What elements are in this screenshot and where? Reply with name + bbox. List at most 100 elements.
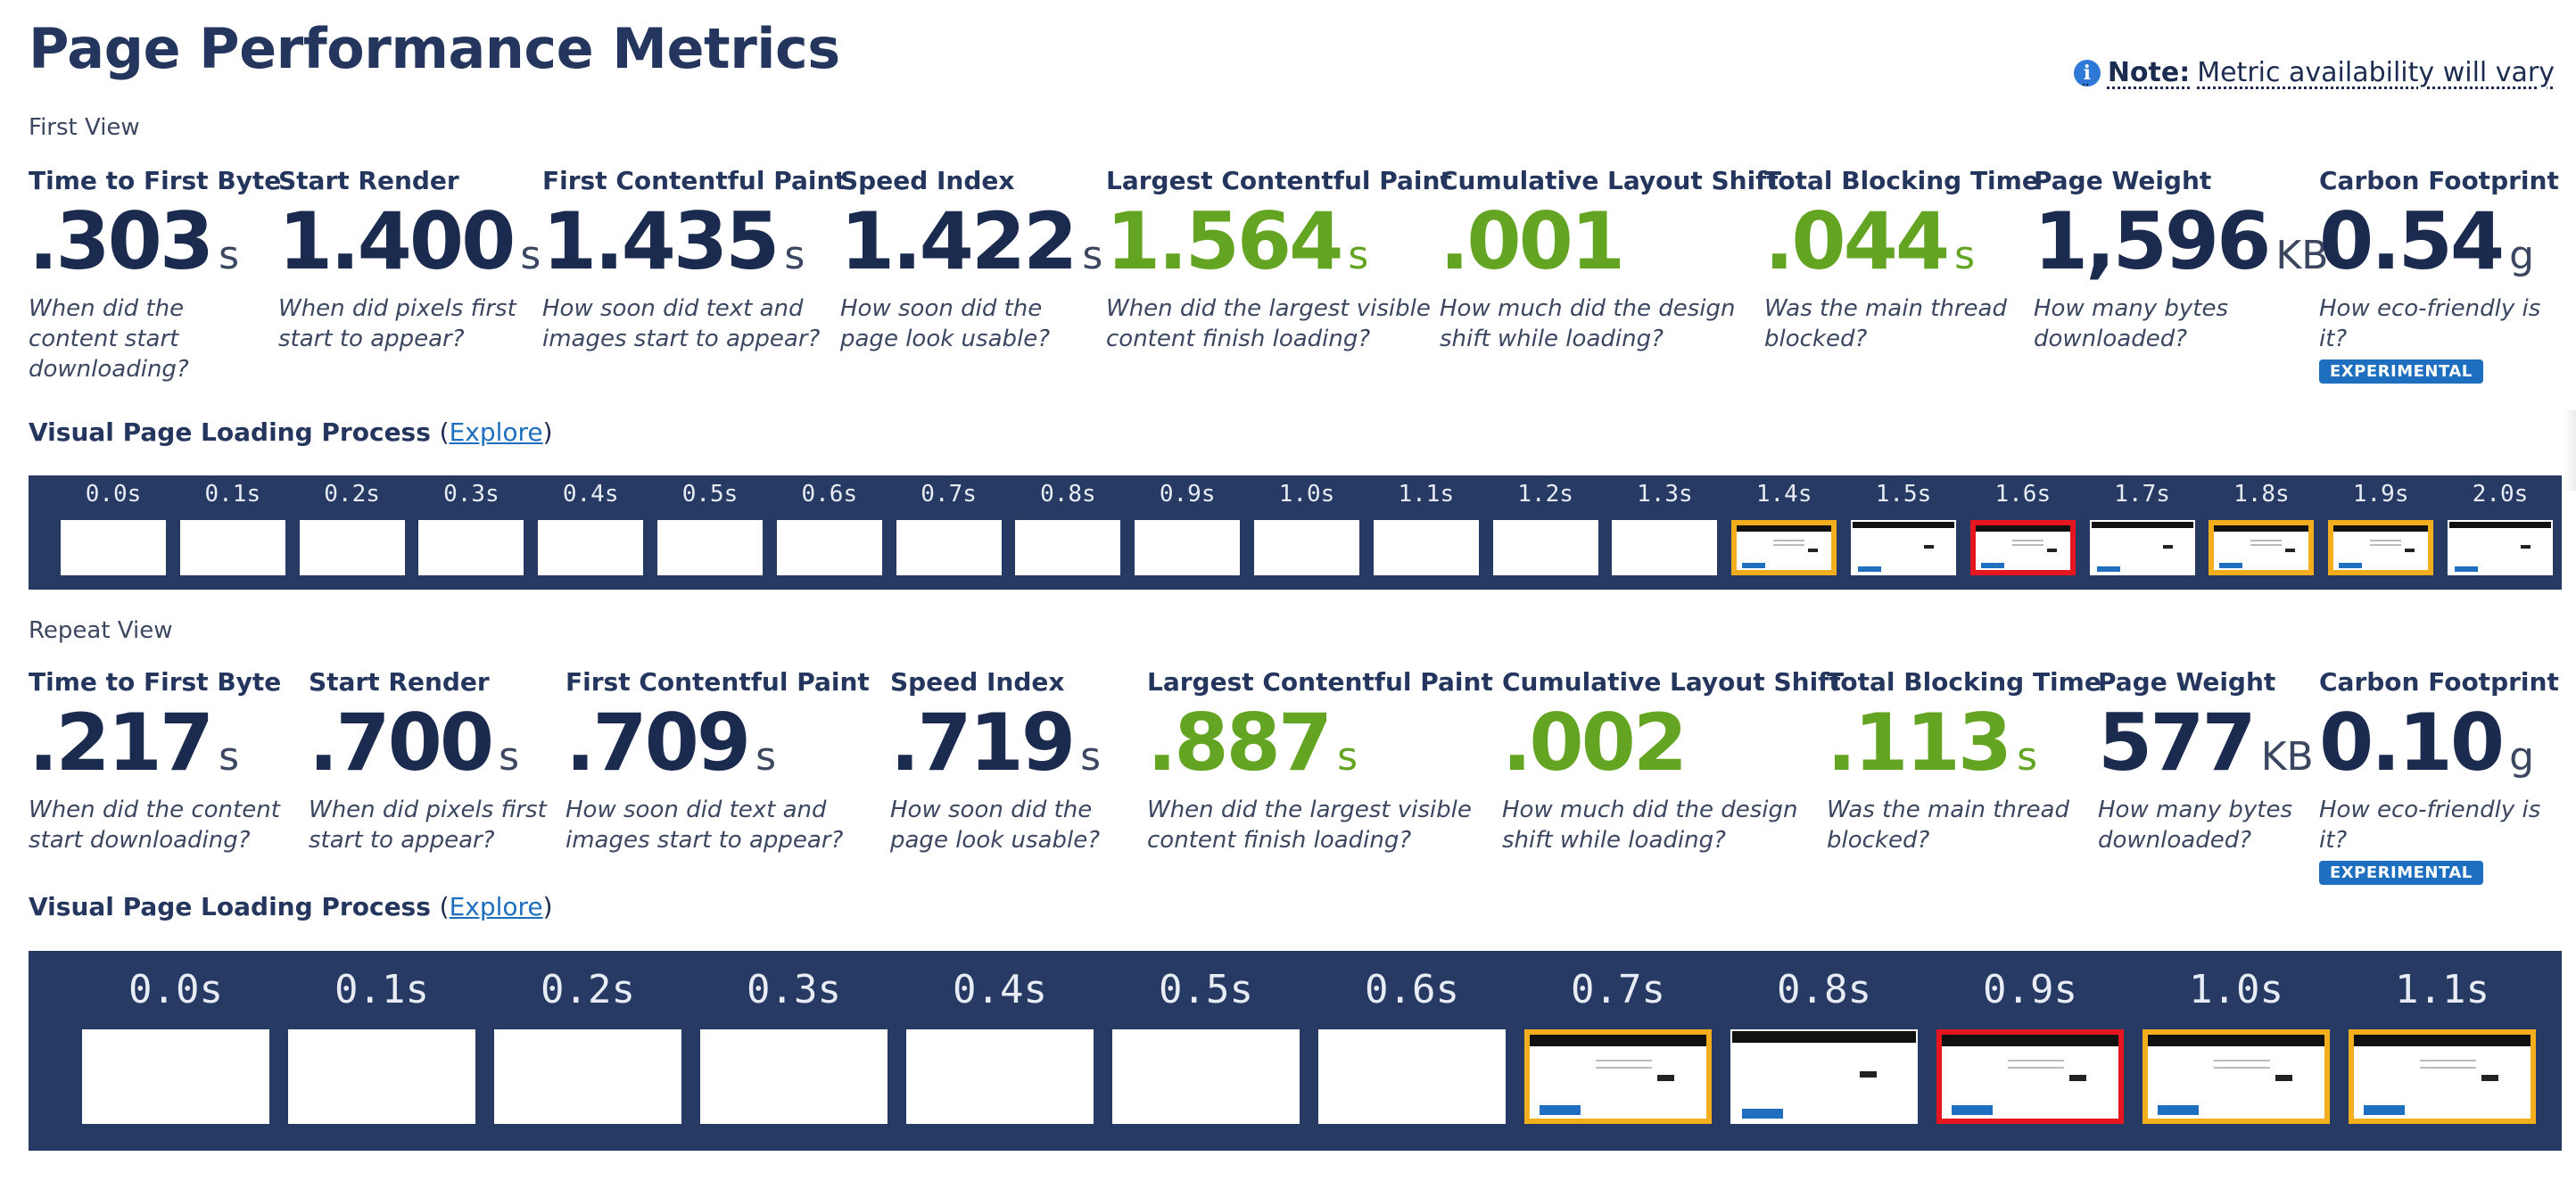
frame-thumbnail[interactable] (82, 1029, 269, 1124)
filmstrip-frame[interactable]: 1.5s (1851, 475, 1956, 590)
thumb-header (2148, 1035, 2324, 1046)
frame-thumbnail[interactable] (1612, 520, 1718, 575)
filmstrip-frame[interactable]: 0.0s (82, 951, 269, 1151)
thumb-text-line (1773, 540, 1805, 541)
frame-thumbnail[interactable] (61, 520, 166, 575)
frame-thumbnail[interactable] (700, 1029, 888, 1124)
filmstrip-frame[interactable]: 0.8s (1015, 475, 1121, 590)
frame-thumbnail[interactable] (2089, 520, 2195, 575)
frame-thumbnail[interactable] (494, 1029, 681, 1124)
frame-thumbnail[interactable] (1730, 1029, 1918, 1124)
filmstrip-frame[interactable]: 1.1s (1373, 475, 1479, 590)
frame-thumbnail[interactable] (1015, 520, 1121, 575)
metric-description: Was the main thread blocked? (1827, 795, 2101, 855)
filmstrip-frame[interactable]: 0.5s (657, 475, 763, 590)
frame-thumbnail[interactable] (1969, 520, 2076, 575)
filmstrip-frame[interactable]: 0.6s (1318, 951, 1506, 1151)
filmstrip-frame[interactable]: 0.3s (700, 951, 888, 1151)
frame-thumbnail[interactable] (2349, 1029, 2536, 1124)
frame-thumbnail[interactable] (1524, 1029, 1712, 1124)
frame-thumbnail[interactable] (288, 1029, 475, 1124)
filmstrip-frame[interactable]: 0.9s (1135, 475, 1241, 590)
thumb-header (1737, 525, 1832, 532)
frame-thumbnail[interactable] (1135, 520, 1241, 575)
explore-link[interactable]: Explore (449, 892, 543, 921)
frame-thumbnail[interactable] (776, 520, 882, 575)
filmstrip-frame[interactable]: 1.4s (1731, 475, 1837, 590)
frame-thumbnail[interactable] (1851, 520, 1956, 575)
metric-page-weight: Page Weight 1,596 KB How many bytes download… (2034, 166, 2328, 354)
metric-unit: KB (2275, 233, 2329, 278)
metric-title: First Contentful Paint (542, 166, 846, 195)
frame-thumbnail[interactable] (179, 520, 285, 575)
thumb-button (2521, 545, 2531, 549)
metric-description-line: page look usable? (890, 827, 1101, 854)
frame-thumbnail[interactable] (299, 520, 405, 575)
frame-thumbnail[interactable] (1373, 520, 1479, 575)
filmstrip-frame[interactable]: 1.7s (2089, 475, 2195, 590)
filmstrip-frame[interactable]: 1.1s (2349, 951, 2536, 1151)
metric-first-contentful-paint: First Contentful Paint 1.435 s How soon did… (542, 166, 846, 354)
filmstrip-frame[interactable]: 0.9s (1936, 951, 2124, 1151)
thumb-text-line (1773, 544, 1805, 546)
filmstrip-frame[interactable]: 1.6s (1969, 475, 2076, 590)
filmstrip-frame[interactable]: 0.7s (1524, 951, 1712, 1151)
filmstrip-frame[interactable]: 0.6s (776, 475, 882, 590)
frame-thumbnail[interactable] (1112, 1029, 1300, 1124)
explore-link[interactable]: Explore (449, 417, 543, 447)
metric-description-line: How soon did text and (542, 295, 804, 322)
frame-time: 0.3s (443, 481, 500, 508)
thumb-footer-button (1540, 1105, 1581, 1115)
filmstrip-frame[interactable]: 1.0s (1254, 475, 1359, 590)
filmstrip-frame[interactable]: 1.0s (2143, 951, 2330, 1151)
frame-thumbnail[interactable] (2448, 520, 2553, 575)
filmstrip-frame[interactable]: 2.0s (2448, 475, 2553, 590)
filmstrip-frame[interactable]: 0.4s (906, 951, 1094, 1151)
frame-time: 1.0s (2189, 967, 2283, 1012)
first-view-filmstrip[interactable]: 0.0s 0.1s 0.2s 0.3s 0.4s 0.5s 0.6s 0.7s 0.8s 0.9s… (29, 475, 2562, 590)
metric-title: Total Blocking Time (1827, 667, 2101, 697)
filmstrip-frame[interactable]: 0.2s (299, 475, 405, 590)
frame-thumbnail[interactable] (906, 1029, 1094, 1124)
filmstrip-frame[interactable]: 1.9s (2328, 475, 2434, 590)
frame-time: 0.1s (204, 481, 261, 508)
metric-value: 0.10 g (2319, 698, 2562, 782)
frame-thumbnail[interactable] (2328, 520, 2434, 575)
frame-thumbnail[interactable] (538, 520, 644, 575)
frame-thumbnail[interactable] (1731, 520, 1837, 575)
metric-description-line: When did the largest visible (1147, 797, 1472, 823)
metric-unit: s (219, 233, 240, 278)
frame-thumbnail[interactable] (896, 520, 1002, 575)
repeat-view-filmstrip[interactable]: 0.0s 0.1s 0.2s 0.3s 0.4s 0.5s 0.6s 0.7s 0.8s 0.9s… (29, 951, 2562, 1151)
metric-description-line: How many bytes (2098, 797, 2293, 823)
filmstrip-frame[interactable]: 1.2s (1492, 475, 1598, 590)
filmstrip-frame[interactable]: 1.3s (1612, 475, 1718, 590)
frame-thumbnail[interactable] (1492, 520, 1598, 575)
frame-thumbnail[interactable] (2209, 520, 2315, 575)
filmstrip-frame[interactable]: 0.7s (896, 475, 1002, 590)
frame-thumbnail[interactable] (1936, 1029, 2124, 1124)
filmstrip-frame[interactable]: 0.0s (61, 475, 166, 590)
metric-description: How soon did text and images start to app… (542, 293, 846, 354)
filmstrip-frame[interactable]: 0.1s (288, 951, 475, 1151)
filmstrip-frame[interactable]: 0.1s (179, 475, 285, 590)
filmstrip-frame[interactable]: 0.3s (418, 475, 524, 590)
metric-availability-note[interactable]: i Note: Metric availability will vary (2073, 57, 2555, 88)
filmstrip-frame[interactable]: 1.8s (2209, 475, 2315, 590)
frame-thumbnail[interactable] (1254, 520, 1359, 575)
metric-value: 1.400 s (278, 197, 541, 281)
filmstrip-frame[interactable]: 0.2s (494, 951, 681, 1151)
metric-value: .887 s (1147, 698, 1493, 782)
filmstrip-frame[interactable]: 0.4s (538, 475, 644, 590)
filmstrip-frame[interactable]: 0.8s (1730, 951, 1918, 1151)
frame-time: 1.1s (1398, 481, 1455, 508)
metric-unit: s (1348, 233, 1369, 278)
frame-thumbnail[interactable] (2143, 1029, 2330, 1124)
frame-thumbnail[interactable] (657, 520, 763, 575)
metric-description-line: When did the content (29, 797, 280, 823)
frame-thumbnail[interactable] (1318, 1029, 1506, 1124)
frame-thumbnail[interactable] (418, 520, 524, 575)
metric-description: How much did the design shift while loadi… (1502, 795, 1841, 855)
filmstrip-frame[interactable]: 0.5s (1112, 951, 1300, 1151)
metric-description-line: How eco-friendly is it? (2319, 295, 2541, 352)
